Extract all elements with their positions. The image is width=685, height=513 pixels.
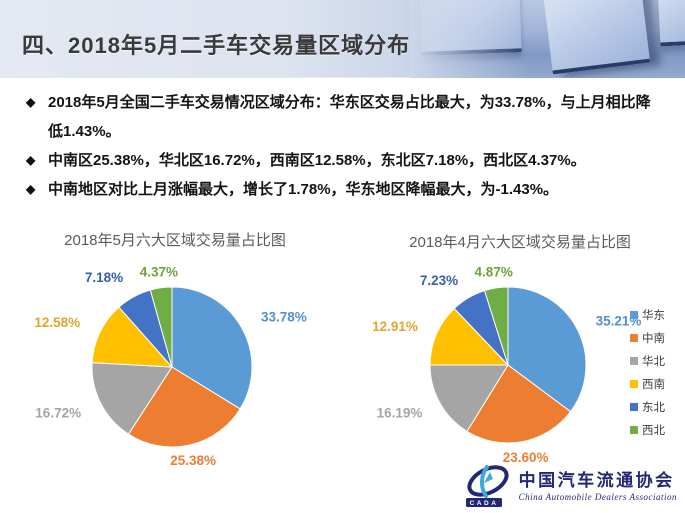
legend-swatch-icon — [630, 356, 638, 365]
chart-title-may: 2018年5月六大区域交易量占比图 — [64, 232, 286, 249]
pie-label-xibei: 4.87% — [475, 265, 513, 280]
pie-label-huadong: 35.21% — [596, 314, 642, 329]
org-name: 中国汽车流通协会 China Automobile Dealers Associ… — [519, 471, 677, 503]
pie-label-zhongnan: 23.60% — [503, 450, 549, 465]
legend-item-zhongnan: 中南 — [630, 326, 665, 349]
legend-swatch-icon — [630, 379, 638, 388]
bullet-text: 中南区25.38%，华北区16.72%，西南区12.58%，东北区7.18%，西… — [48, 152, 586, 169]
pie-label-xinan: 12.91% — [372, 319, 418, 334]
legend-swatch-icon — [630, 310, 638, 319]
header-band: 四、2018年5月二手车交易量区域分布 — [0, 0, 685, 78]
legend-item-huabei: 华北 — [630, 349, 665, 372]
pie-label-dongbei: 7.23% — [420, 273, 458, 288]
cada-logo-icon: CADA — [465, 465, 509, 507]
pie-chart-may: 33.78% 25.38% 16.72% 12.58% 7.18% 4.37% — [34, 264, 306, 468]
pie-slice-huadong — [507, 286, 587, 413]
diamond-bullet-icon: ◆ — [26, 153, 36, 167]
legend-label: 西南 — [642, 378, 665, 391]
chart-legend: 华东中南华北西南东北西北 — [630, 303, 665, 441]
legend-label: 西北 — [642, 424, 665, 437]
summary-bullets: ◆ 2018年5月全国二手车交易情况区域分布：华东区交易占比最大，为33.78%… — [26, 88, 662, 204]
bullet-item: ◆ 中南区25.38%，华北区16.72%，西南区12.58%，东北区7.18%… — [26, 146, 662, 175]
legend-swatch-icon — [630, 333, 638, 342]
header-decoration — [410, 0, 685, 78]
bullet-item: ◆ 中南地区对比上月涨幅最大，增长了1.78%，华东地区降幅最大，为-1.43%… — [26, 175, 662, 204]
org-name-english: China Automobile Dealers Association — [518, 492, 677, 502]
pie-label-huadong: 33.78% — [261, 310, 307, 325]
pie-slice-xinan — [91, 306, 174, 368]
bullet-item: ◆ 2018年5月全国二手车交易情况区域分布：华东区交易占比最大，为33.78%… — [26, 88, 662, 146]
chart-title-april: 2018年4月六大区域交易量占比图 — [409, 234, 631, 251]
pie-slice-huadong — [171, 286, 253, 410]
pie-slice-huabei — [91, 362, 173, 435]
bullet-text: 中南地区对比上月涨幅最大，增长了1.78%，华东地区降幅最大，为-1.43%。 — [48, 181, 559, 198]
legend-item-xibei: 西北 — [630, 418, 665, 441]
pie-label-zhongnan: 25.38% — [170, 453, 216, 468]
bullet-text: 2018年5月全国二手车交易情况区域分布：华东区交易占比最大，为33.78%，与… — [48, 94, 651, 140]
legend-swatch-icon — [630, 402, 638, 411]
pie-label-huabei: 16.72% — [35, 406, 81, 421]
pie-slice-xibei — [149, 286, 173, 368]
legend-item-xinan: 西南 — [630, 372, 665, 395]
legend-item-huadong: 华东 — [630, 303, 665, 326]
pie-slice-zhongnan — [466, 364, 572, 444]
pie-slice-xinan — [429, 307, 510, 366]
org-name-chinese: 中国汽车流通协会 — [518, 471, 675, 490]
page-title: 四、2018年5月二手车交易量区域分布 — [22, 33, 411, 58]
pie-label-xibei: 4.37% — [140, 264, 178, 279]
svg-text:CADA: CADA — [469, 500, 498, 507]
pie-chart-april: 35.21% 23.60% 16.19% 12.91% 7.23% 4.87% — [372, 265, 641, 465]
legend-label: 中南 — [642, 332, 665, 345]
pie-label-huabei: 16.19% — [377, 405, 423, 420]
org-logo: CADA 中国汽车流通协会 China Automobile Dealers A… — [463, 465, 677, 509]
pie-slice-huabei — [429, 364, 509, 433]
legend-label: 华北 — [642, 355, 665, 368]
pie-label-dongbei: 7.18% — [85, 270, 123, 285]
pie-slice-xibei — [483, 286, 509, 366]
diamond-bullet-icon: ◆ — [26, 95, 36, 109]
diamond-bullet-icon: ◆ — [26, 182, 36, 196]
pie-slice-zhongnan — [127, 366, 241, 448]
legend-label: 东北 — [642, 401, 665, 414]
legend-swatch-icon — [630, 425, 638, 434]
legend-item-dongbei: 东北 — [630, 395, 665, 418]
pie-label-xinan: 12.58% — [34, 315, 80, 330]
legend-label: 华东 — [642, 309, 665, 322]
